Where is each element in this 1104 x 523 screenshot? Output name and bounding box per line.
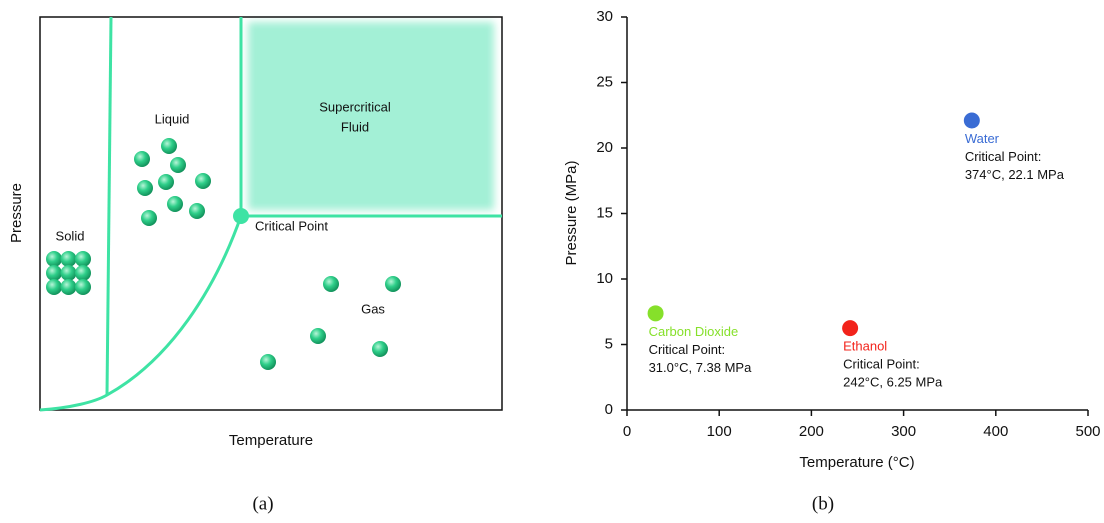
point: [842, 320, 858, 336]
y-tick-label: 20: [596, 139, 613, 156]
point: [964, 112, 980, 128]
region-label: Solid: [56, 228, 85, 243]
phase-diagram: Liquid Solid Gas Supercritical Fluid Cri…: [8, 17, 502, 514]
molecule: [158, 174, 174, 190]
solid-liquid-boundary: [107, 17, 111, 395]
molecule: [195, 173, 211, 189]
molecule: [75, 251, 91, 267]
molecule: [61, 279, 77, 295]
molecule: [75, 265, 91, 281]
molecule: [141, 210, 157, 226]
molecule: [46, 279, 62, 295]
caption: (b): [812, 493, 834, 514]
molecule: [61, 251, 77, 267]
molecule: [75, 279, 91, 295]
y-tick-label: 0: [605, 401, 613, 418]
critical-point: [233, 208, 249, 224]
molecule: [134, 151, 150, 167]
molecule: [170, 157, 186, 173]
region-label: Fluid: [341, 119, 369, 134]
y-tick-label: 15: [596, 204, 613, 221]
molecule: [46, 265, 62, 281]
molecule: [161, 138, 177, 154]
x-tick-label: 200: [799, 423, 824, 440]
molecule: [323, 276, 339, 292]
y-tick-label: 25: [596, 73, 613, 90]
data-label: 374°C, 22.1 MPa: [965, 167, 1065, 182]
x-tick-label: 300: [891, 423, 916, 440]
point: [648, 305, 664, 321]
y-tick-label: 30: [596, 8, 613, 25]
supercritical-region: [248, 22, 494, 210]
x-axis-label: Temperature (°C): [799, 454, 914, 471]
data-label: 31.0°C, 7.38 MPa: [649, 360, 753, 375]
annotation: Critical Point:: [843, 357, 920, 372]
region-label: Liquid: [155, 111, 190, 126]
figure: Liquid Solid Gas Supercritical Fluid Cri…: [0, 0, 1104, 523]
data-label: 242°C, 6.25 MPa: [843, 375, 943, 390]
x-tick-label: 400: [983, 423, 1008, 440]
region-label: Supercritical: [319, 99, 391, 114]
molecule: [372, 341, 388, 357]
x-tick-label: 100: [707, 423, 732, 440]
legend-label: Ethanol: [843, 339, 887, 354]
region-label: Gas: [361, 301, 385, 316]
x-tick-label: 0: [623, 423, 631, 440]
x-tick-label: 500: [1075, 423, 1100, 440]
molecule: [310, 328, 326, 344]
x-axis-label: Temperature: [229, 432, 313, 449]
legend-label: Water: [965, 131, 1000, 146]
liquid-gas-boundary: [40, 216, 241, 410]
y-tick-label: 5: [605, 335, 613, 352]
page: Liquid Solid Gas Supercritical Fluid Cri…: [0, 0, 1104, 523]
caption: (a): [252, 493, 273, 514]
annotation: Critical Point:: [649, 342, 726, 357]
molecule: [137, 180, 153, 196]
scatter-chart: Pressure (MPa) Temperature (°C) (b) 0 5 10…: [563, 8, 1101, 514]
y-tick-label: 10: [596, 270, 613, 287]
y-axis-label: Pressure: [8, 183, 25, 243]
annotation: Critical Point:: [965, 149, 1042, 164]
y-axis-label: Pressure (MPa): [563, 160, 580, 265]
molecule: [46, 251, 62, 267]
molecule: [385, 276, 401, 292]
molecule: [189, 203, 205, 219]
molecule: [167, 196, 183, 212]
legend-label: Carbon Dioxide: [649, 324, 739, 339]
molecule: [260, 354, 276, 370]
critical-point-label: Critical Point: [255, 218, 328, 233]
molecule: [61, 265, 77, 281]
